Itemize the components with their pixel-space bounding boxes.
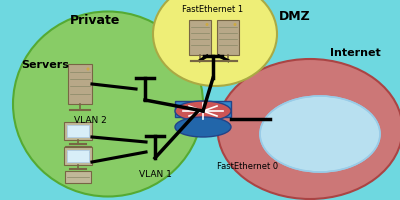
FancyBboxPatch shape [67, 125, 89, 137]
Ellipse shape [175, 117, 231, 137]
Ellipse shape [316, 108, 344, 130]
Text: VLAN 1: VLAN 1 [138, 169, 172, 178]
Ellipse shape [206, 24, 208, 27]
Text: Servers: Servers [21, 60, 69, 70]
Ellipse shape [260, 97, 380, 172]
FancyBboxPatch shape [65, 171, 91, 183]
FancyBboxPatch shape [175, 101, 231, 117]
Text: Internet: Internet [330, 48, 380, 58]
FancyBboxPatch shape [67, 150, 89, 162]
Ellipse shape [175, 101, 231, 121]
Ellipse shape [295, 134, 325, 154]
Text: VLAN 2: VLAN 2 [74, 115, 106, 124]
Ellipse shape [279, 130, 301, 148]
Ellipse shape [328, 129, 352, 149]
FancyBboxPatch shape [64, 122, 92, 140]
FancyBboxPatch shape [68, 65, 92, 104]
FancyBboxPatch shape [217, 20, 239, 55]
Ellipse shape [153, 0, 277, 87]
Ellipse shape [218, 60, 400, 199]
FancyBboxPatch shape [64, 147, 92, 165]
Text: FastEthernet 0: FastEthernet 0 [218, 161, 278, 170]
Ellipse shape [234, 24, 236, 27]
Ellipse shape [86, 68, 90, 71]
Text: DMZ: DMZ [279, 10, 311, 23]
Ellipse shape [278, 108, 312, 136]
Text: Private: Private [70, 14, 120, 27]
Text: FastEthernet 1: FastEthernet 1 [182, 5, 244, 14]
FancyBboxPatch shape [65, 146, 91, 158]
FancyBboxPatch shape [189, 20, 211, 55]
Ellipse shape [13, 12, 203, 197]
